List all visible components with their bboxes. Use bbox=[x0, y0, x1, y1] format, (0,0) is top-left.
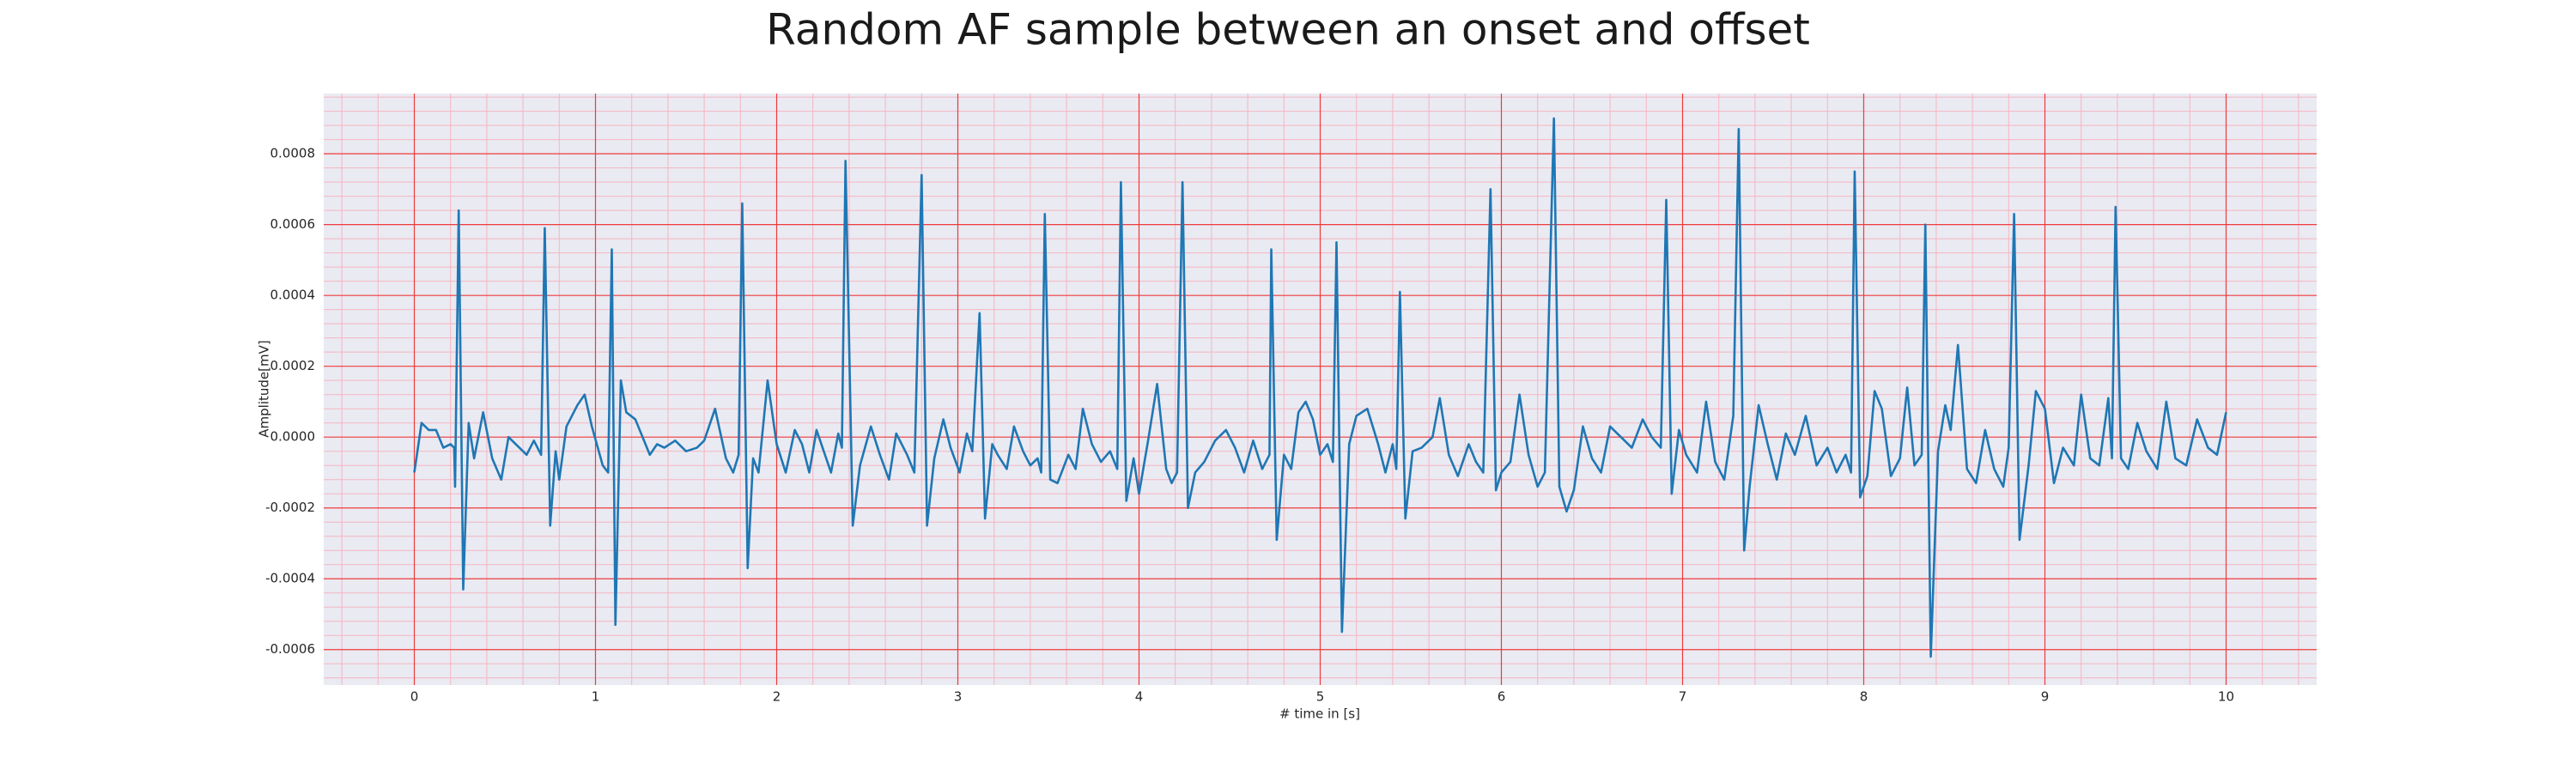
y-tick-label: -0.0002 bbox=[265, 500, 315, 515]
x-tick-label: 1 bbox=[592, 689, 600, 705]
x-axis-label: # time in [s] bbox=[1279, 706, 1360, 722]
y-tick-label: 0.0004 bbox=[270, 288, 316, 303]
x-tick-label: 3 bbox=[954, 689, 963, 705]
x-tick-label: 7 bbox=[1679, 689, 1687, 705]
y-tick-label: -0.0004 bbox=[265, 571, 315, 586]
y-tick-label: 0.0006 bbox=[270, 216, 316, 232]
x-tick-label: 6 bbox=[1498, 689, 1506, 705]
signal-line bbox=[413, 117, 2227, 658]
x-tick-label: 0 bbox=[410, 689, 419, 705]
y-axis-label: Amplitude[mV] bbox=[257, 340, 272, 437]
x-tick-label: 9 bbox=[2041, 689, 2050, 705]
y-tick-label: 0.0008 bbox=[270, 146, 316, 161]
x-tick-label: 2 bbox=[773, 689, 781, 705]
y-tick-label: 0.0002 bbox=[270, 358, 316, 373]
y-tick-label: -0.0006 bbox=[265, 641, 315, 657]
chart-title: Random AF sample between an onset and of… bbox=[766, 5, 1810, 55]
x-tick-label: 4 bbox=[1135, 689, 1144, 705]
y-tick-label: 0.0000 bbox=[270, 429, 316, 445]
x-tick-label: 10 bbox=[2218, 689, 2234, 705]
x-tick-label: 8 bbox=[1860, 689, 1868, 705]
x-tick-label: 5 bbox=[1316, 689, 1325, 705]
